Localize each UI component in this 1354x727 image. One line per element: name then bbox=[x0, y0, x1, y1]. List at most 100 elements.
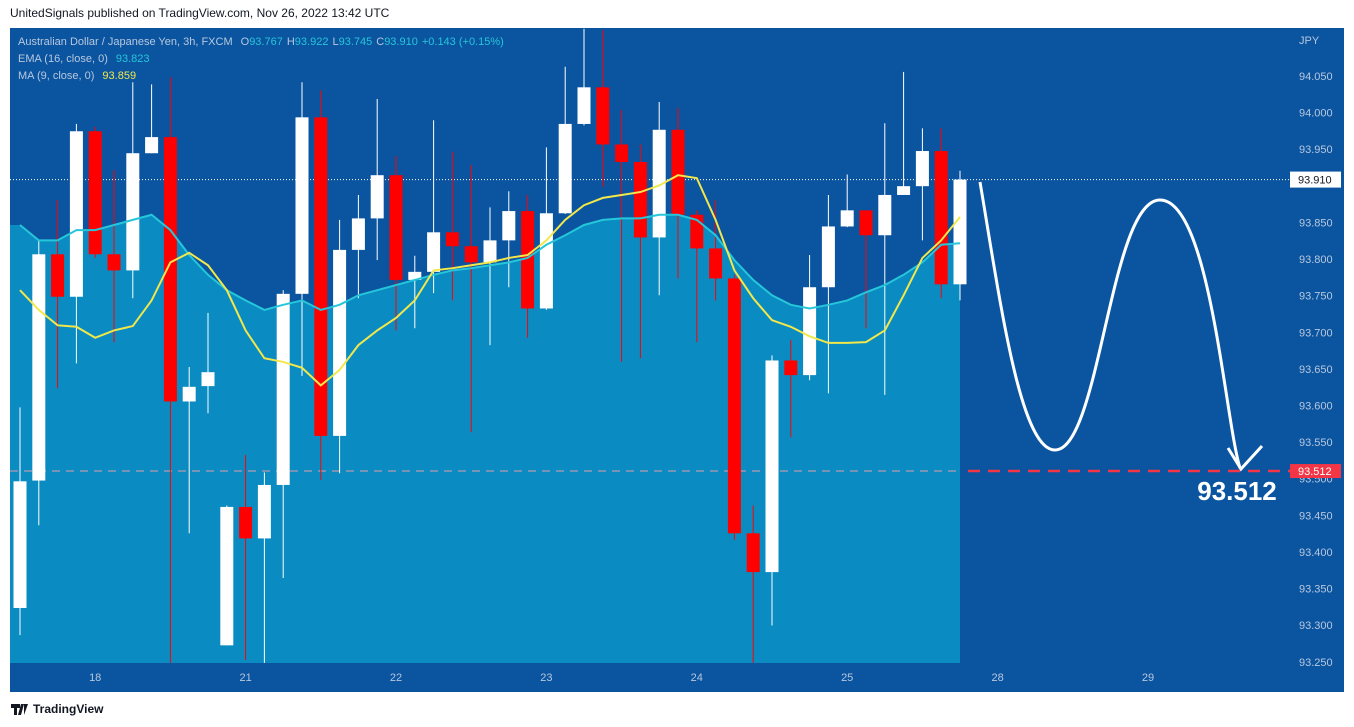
candle-body bbox=[746, 533, 760, 573]
legend-change: +0.143 (+0.15%) bbox=[422, 36, 504, 48]
y-tick-label: 93.550 bbox=[1299, 437, 1333, 449]
candle-body bbox=[558, 123, 572, 214]
candle-body bbox=[803, 287, 817, 376]
candle-body bbox=[596, 87, 610, 145]
candle-body bbox=[821, 226, 835, 288]
y-tick-label: 93.250 bbox=[1299, 657, 1333, 669]
legend-key: C bbox=[376, 36, 384, 48]
candle-body bbox=[878, 194, 892, 236]
candle-body bbox=[671, 129, 685, 215]
target-box bbox=[1290, 464, 1341, 479]
candle-body bbox=[464, 246, 478, 263]
plot: 93.25093.30093.35093.40093.45093.50093.5… bbox=[10, 28, 1341, 684]
candle-body bbox=[652, 129, 666, 238]
legend-value: 93.922 bbox=[295, 36, 329, 48]
x-tick-label: 21 bbox=[239, 672, 251, 684]
legend-key: L bbox=[332, 36, 338, 48]
y-tick-label: 93.350 bbox=[1299, 584, 1333, 596]
candle-body bbox=[389, 175, 403, 280]
candle-body bbox=[633, 162, 647, 238]
legend-main: Australian Dollar / Japanese Yen, 3h, FX… bbox=[18, 36, 504, 48]
y-tick-label: 94.050 bbox=[1299, 71, 1333, 83]
candle-body bbox=[295, 117, 309, 294]
x-tick-label: 24 bbox=[691, 672, 703, 684]
candle-body bbox=[257, 484, 271, 539]
candle-body bbox=[953, 179, 967, 285]
indicator-name: EMA (16, close, 0) bbox=[18, 53, 108, 65]
legend-value: 93.767 bbox=[249, 36, 283, 48]
y-tick-label: 93.850 bbox=[1299, 217, 1333, 229]
y-tick-label: 93.800 bbox=[1299, 254, 1333, 266]
y-tick-label: 93.650 bbox=[1299, 364, 1333, 376]
candle-body bbox=[483, 240, 497, 263]
candle-body bbox=[859, 210, 873, 236]
indicator-value: 93.823 bbox=[116, 53, 150, 65]
candle-body bbox=[163, 137, 177, 402]
x-tick-label: 29 bbox=[1142, 672, 1154, 684]
y-tick-label: 93.600 bbox=[1299, 401, 1333, 413]
candle-body bbox=[182, 386, 196, 402]
x-tick-label: 25 bbox=[841, 672, 853, 684]
y-tick-label: 93.450 bbox=[1299, 510, 1333, 522]
candle-body bbox=[351, 218, 365, 250]
y-tick-label: 93.400 bbox=[1299, 547, 1333, 559]
candle-body bbox=[69, 131, 83, 297]
candle-body bbox=[126, 153, 140, 271]
legend-value: 93.745 bbox=[339, 36, 373, 48]
tv-logo bbox=[11, 704, 28, 715]
candle-body bbox=[145, 137, 159, 154]
indicator-legend: EMA (16, close, 0) 93.823 bbox=[18, 53, 150, 65]
candle-body bbox=[201, 372, 215, 387]
target-label: 93.512 bbox=[1298, 466, 1332, 478]
currency: JPY bbox=[1299, 35, 1320, 47]
legend-title: Australian Dollar / Japanese Yen, 3h, FX… bbox=[18, 36, 233, 48]
indicator-area bbox=[10, 214, 960, 663]
candle-body bbox=[220, 506, 234, 646]
indicator-line bbox=[19, 174, 961, 387]
y-tick-label: 93.950 bbox=[1299, 144, 1333, 156]
x-tick-label: 22 bbox=[390, 672, 402, 684]
candle-body bbox=[13, 481, 27, 608]
projection-curve bbox=[978, 181, 1242, 469]
candle-body bbox=[408, 271, 422, 280]
candle-body bbox=[840, 210, 854, 227]
candle-body bbox=[427, 232, 441, 272]
candle-body bbox=[765, 360, 779, 573]
candle-body bbox=[577, 87, 591, 124]
candle-body bbox=[333, 249, 347, 436]
candle-body bbox=[314, 117, 328, 436]
indicator-legend: MA (9, close, 0) 93.859 bbox=[18, 70, 136, 82]
candle-body bbox=[51, 254, 65, 297]
candle-body bbox=[107, 254, 121, 271]
x-tick-label: 28 bbox=[991, 672, 1003, 684]
x-tick-label: 23 bbox=[540, 672, 552, 684]
candle-body bbox=[727, 278, 741, 534]
candle-body bbox=[915, 151, 929, 187]
candle-body bbox=[784, 360, 798, 376]
y-tick-label: 93.700 bbox=[1299, 327, 1333, 339]
legend-value: 93.910 bbox=[384, 36, 418, 48]
indicator-value: 93.859 bbox=[102, 70, 136, 82]
candle-body bbox=[239, 506, 253, 539]
y-tick-label: 93.750 bbox=[1299, 291, 1333, 303]
target-annotation: 93.512 bbox=[1197, 476, 1277, 506]
candle-body bbox=[370, 175, 384, 219]
y-tick-label: 93.300 bbox=[1299, 620, 1333, 632]
candle-body bbox=[32, 254, 46, 481]
candle-body bbox=[709, 248, 723, 279]
legend-key: H bbox=[287, 36, 295, 48]
candle-body bbox=[897, 186, 911, 195]
candle-body bbox=[615, 144, 629, 163]
projection-arrowhead bbox=[1226, 444, 1264, 472]
candle-body bbox=[276, 293, 290, 485]
candle-body bbox=[445, 232, 459, 247]
y-tick-label: 94.000 bbox=[1299, 108, 1333, 120]
candle-body bbox=[88, 131, 102, 255]
header: UnitedSignals published on TradingView.c… bbox=[10, 6, 390, 20]
candle-body bbox=[521, 211, 535, 309]
candle-body bbox=[934, 151, 948, 285]
candle-body bbox=[539, 213, 553, 309]
candle-body bbox=[502, 211, 516, 241]
x-tick-label: 18 bbox=[89, 672, 101, 684]
legend-key: O bbox=[241, 36, 250, 48]
